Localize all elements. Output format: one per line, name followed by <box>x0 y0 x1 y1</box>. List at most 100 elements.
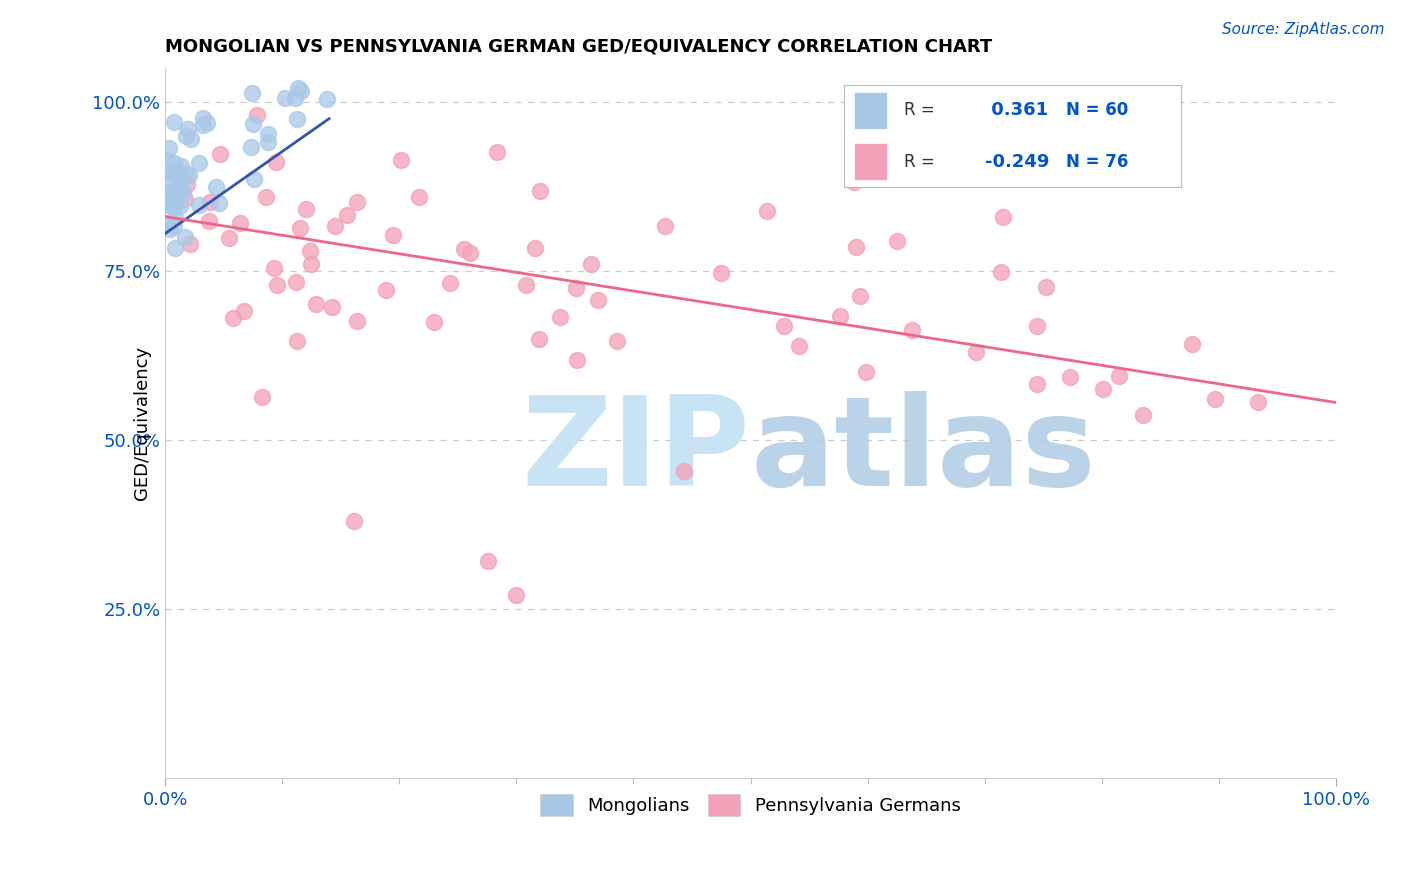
Point <box>1181 337 1204 351</box>
Point <box>855 365 877 379</box>
Point <box>710 267 733 281</box>
Point <box>240 86 263 100</box>
Point <box>165 167 187 181</box>
Bar <box>853 144 887 180</box>
Text: -0.249: -0.249 <box>986 153 1050 170</box>
Point <box>439 277 461 291</box>
Point <box>198 195 221 210</box>
Point <box>163 184 186 198</box>
Point <box>1026 318 1049 333</box>
Point <box>170 181 193 195</box>
Bar <box>853 92 887 128</box>
Text: N = 60: N = 60 <box>1066 102 1129 120</box>
Point <box>1132 408 1154 422</box>
Point <box>257 127 280 141</box>
Point <box>229 217 252 231</box>
Point <box>828 309 851 323</box>
Point <box>188 198 211 212</box>
Text: ZIP: ZIP <box>522 391 751 512</box>
Point <box>673 464 696 478</box>
Point <box>548 310 571 324</box>
Text: 0.361: 0.361 <box>986 102 1049 120</box>
Point <box>408 189 430 203</box>
Point <box>965 344 987 359</box>
Point <box>1059 370 1081 384</box>
Point <box>299 257 322 271</box>
Point <box>198 213 221 227</box>
Point <box>208 147 231 161</box>
Point <box>477 554 499 568</box>
Point <box>162 187 184 202</box>
Point <box>654 219 676 233</box>
Point <box>176 177 198 191</box>
Text: N = 76: N = 76 <box>1066 153 1129 170</box>
Point <box>586 293 609 308</box>
Point <box>389 153 412 167</box>
Point <box>163 114 186 128</box>
Point <box>529 185 551 199</box>
Text: atlas: atlas <box>751 391 1097 512</box>
Point <box>170 159 193 173</box>
Point <box>1108 368 1130 383</box>
Point <box>1092 382 1115 396</box>
Point <box>991 211 1014 225</box>
Point <box>155 216 177 230</box>
Point <box>290 84 312 98</box>
Point <box>163 186 186 200</box>
Point <box>901 323 924 337</box>
Point <box>844 176 866 190</box>
Point <box>299 244 322 258</box>
Point <box>288 220 311 235</box>
Point <box>246 108 269 122</box>
Point <box>266 277 288 292</box>
Text: Source: ZipAtlas.com: Source: ZipAtlas.com <box>1222 22 1385 37</box>
Point <box>187 156 209 170</box>
Point <box>1035 280 1057 294</box>
Legend: Mongolians, Pennsylvania Germans: Mongolians, Pennsylvania Germans <box>531 785 970 825</box>
Point <box>756 203 779 218</box>
Point <box>169 199 191 213</box>
Point <box>165 188 187 202</box>
Point <box>157 174 180 188</box>
Point <box>174 128 197 143</box>
Point <box>160 187 183 202</box>
Point <box>264 155 287 169</box>
Point <box>486 145 509 159</box>
Point <box>287 81 309 95</box>
Point <box>285 334 308 348</box>
Point <box>177 168 200 182</box>
Point <box>163 241 186 255</box>
Point <box>257 136 280 150</box>
Y-axis label: GED/Equivalency: GED/Equivalency <box>134 346 152 500</box>
Point <box>886 234 908 248</box>
Point <box>177 121 200 136</box>
Point <box>163 201 186 215</box>
Point <box>172 186 194 201</box>
Point <box>285 112 308 127</box>
Point <box>382 228 405 243</box>
Point <box>1204 392 1226 406</box>
Point <box>579 257 602 271</box>
Point <box>458 246 481 260</box>
Point <box>163 219 186 234</box>
Point <box>772 318 794 333</box>
Point <box>155 186 177 200</box>
Point <box>305 297 328 311</box>
Point <box>505 588 527 602</box>
Point <box>523 242 546 256</box>
Point <box>155 153 177 167</box>
Point <box>222 310 245 325</box>
Point <box>295 202 318 216</box>
Point <box>321 300 343 314</box>
Point <box>155 197 177 211</box>
Point <box>179 237 201 252</box>
Point <box>160 196 183 211</box>
Point <box>252 390 274 404</box>
Point <box>515 277 537 292</box>
Point <box>849 288 872 302</box>
Point <box>1026 376 1049 391</box>
Point <box>336 208 359 222</box>
Point <box>163 156 186 170</box>
Point <box>284 275 307 289</box>
Point <box>240 140 263 154</box>
